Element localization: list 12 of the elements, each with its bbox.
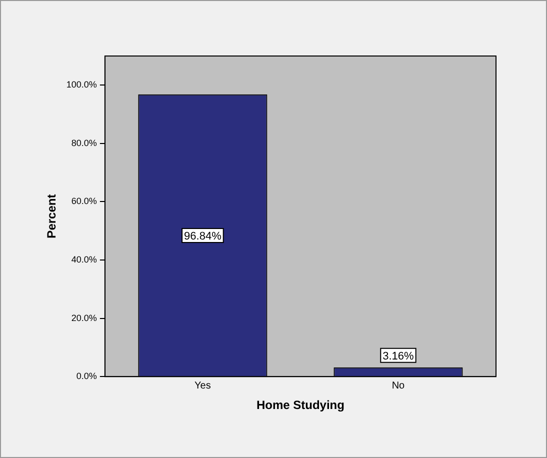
y-tick-label: 60.0% — [71, 196, 97, 206]
y-tick-label: 20.0% — [71, 312, 97, 323]
y-tick-label: 40.0% — [71, 254, 97, 265]
data-label: 96.84% — [184, 230, 222, 243]
x-axis-title: Home Studying — [256, 398, 344, 412]
y-tick-label: 80.0% — [71, 138, 97, 148]
x-tick-label: Yes — [194, 380, 211, 392]
y-axis-title: Percent — [44, 194, 59, 238]
data-label: 3.16% — [382, 350, 414, 362]
y-tick-label: 0.0% — [76, 371, 97, 382]
x-tick-label: No — [392, 380, 406, 392]
y-tick-label: 100.0% — [66, 80, 97, 90]
